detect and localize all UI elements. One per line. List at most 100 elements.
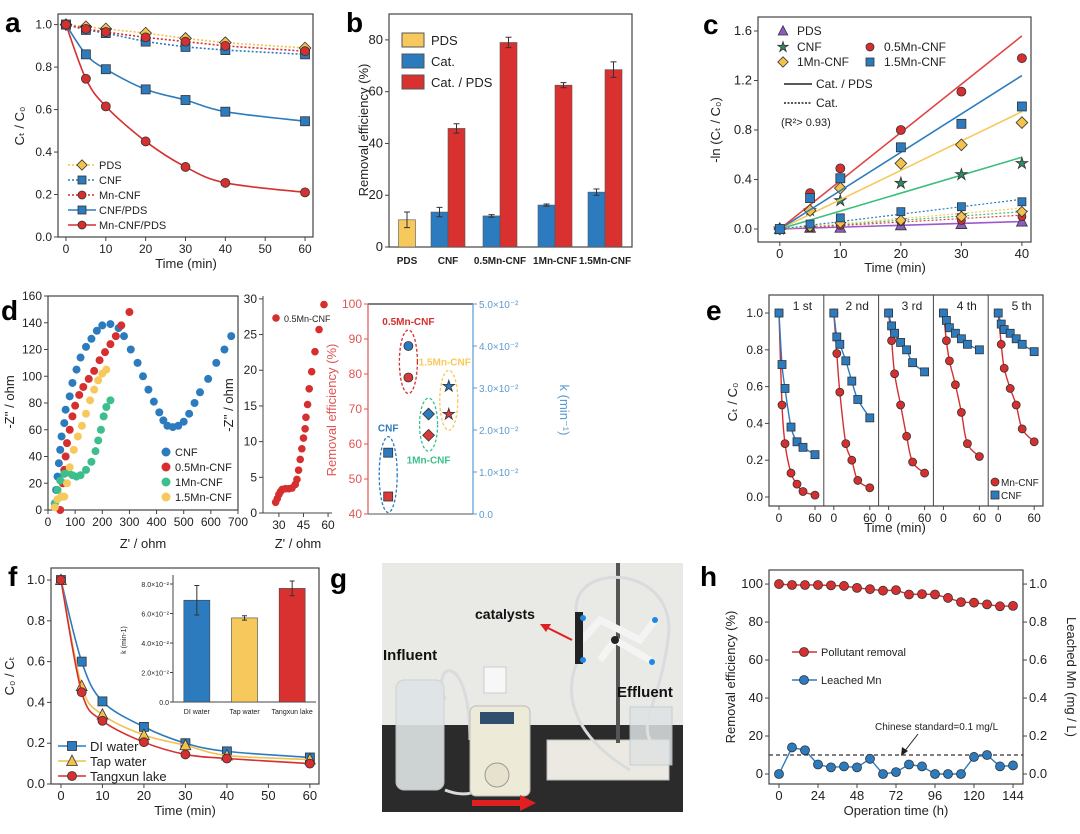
error-bar (543, 203, 550, 207)
data-point-pollutant-removal (930, 589, 940, 600)
panel-e-y-tick-label: 0.2 (746, 453, 763, 467)
data-point-cnf (835, 339, 845, 349)
data-point-1-5mn-cnf (77, 421, 86, 430)
panel-b-category-label: 1Mn-CNF (533, 256, 577, 267)
panel-h-x-tick-label: 24 (811, 788, 825, 803)
legend-marker-1-5mn-cnf (865, 57, 875, 67)
data-point-1-5mn-cnf (956, 118, 967, 129)
panel-a-y-tick-label: 0.4 (35, 145, 52, 159)
data-point-cnf (204, 374, 213, 383)
clamp-cap (652, 617, 658, 623)
panel-a-x-axis-label: Time (min) (155, 256, 217, 271)
data-point-cnf-pds (140, 84, 151, 95)
legend-marker-0-5mn-cnf (865, 42, 875, 52)
bar-cat-pds-0-5mn-cnf (499, 42, 518, 248)
panel-h-right-tick-label: 0.4 (1029, 690, 1047, 705)
data-point-leached-mn (904, 759, 914, 770)
data-point-mn-cnf (962, 439, 972, 449)
flow-arrow-head (520, 795, 536, 811)
panel-d-nyquist-y-tick-label: 140 (22, 316, 42, 330)
data-point-cnf-pds (100, 64, 111, 75)
panel-e-x-axis-label: Time (min) (864, 520, 926, 535)
data-point-cnf (847, 376, 857, 386)
inset-error-bar (194, 584, 200, 616)
legend-marker-cnf (77, 175, 87, 185)
legend-label: 1Mn-CNF (175, 477, 223, 489)
catalyst-column (575, 612, 583, 664)
data-point-0-5mn-cnf (111, 332, 120, 341)
panel-d-nyquist-x-tick-label: 400 (147, 515, 167, 529)
data-point-leached-mn (839, 761, 849, 772)
data-point-1mn-cnf (53, 485, 62, 494)
removal-point-1mn-cnf (422, 428, 435, 442)
panel-f-x-tick-label: 60 (303, 788, 317, 803)
data-point-cnf (126, 345, 135, 354)
data-point-mn-cnf (974, 452, 984, 461)
cat-data-point-1-5mn-cnf (805, 219, 815, 229)
panel-f-y-tick-label: 0.4 (27, 694, 45, 709)
panel-e-cycle-3-x-tick-label: 0 (885, 511, 892, 525)
inset-bar-tap-water (231, 617, 258, 703)
data-point-1-5mn-cnf (102, 365, 111, 374)
data-point-1mn-cnf (954, 138, 968, 152)
rate-constant-point-0-5mn-cnf (403, 341, 414, 351)
label-influent: Influent (383, 647, 437, 664)
data-point-mn-cnf (810, 490, 820, 500)
cat-data-point-1mn-cnf (955, 210, 968, 223)
legend-marker-1mn-cnf (777, 56, 789, 68)
panel-a-x-tick-label: 30 (179, 242, 193, 256)
data-point-pollutant-removal (787, 580, 797, 590)
legend-marker-mn-cnf (990, 477, 1000, 487)
data-point-cnf (76, 353, 85, 362)
data-point-tangxun-lake (97, 715, 108, 726)
cycle-label: 4 th (957, 299, 977, 313)
group-ellipse-cnf (378, 436, 398, 514)
panel-d-nyquist-x-tick-label: 500 (174, 515, 194, 529)
data-point-mn-cnf-pds (61, 19, 71, 30)
panel-e-y-tick-label: 0.6 (746, 380, 763, 394)
data-point-mn-cnf (945, 356, 954, 366)
panel-h-x-tick-label: 96 (928, 788, 942, 803)
panel-c-x-tick-label: 40 (1015, 246, 1029, 261)
fit-line-1-5mn-cnf (779, 74, 1023, 230)
legend-marker-1mn-cnf (161, 477, 171, 487)
legend-marker-pds (76, 159, 88, 171)
data-point-cnf (106, 320, 115, 329)
fit-line-1mn-cnf (779, 110, 1023, 230)
data-point-0-5mn-cnf (61, 452, 70, 461)
inset-category-label: Tap water (229, 709, 260, 716)
data-point-leached-mn (878, 769, 888, 779)
data-point-0-5mn-cnf (117, 321, 126, 330)
data-point-1-5mn-cnf (835, 173, 846, 184)
panel-d-nyquist-y-tick-label: 160 (22, 289, 42, 303)
data-point-mn-cnf (100, 27, 111, 37)
panel-d-zoom-x-tick-label: 30 (272, 518, 286, 532)
panel-d-corr-y-axis-label: Removal efficiency (%) (324, 344, 339, 477)
group-label-1-5mn-cnf: 1.5Mn-CNF (419, 357, 471, 368)
legend-marker-0-5mn-cnf (161, 462, 171, 472)
panel-h-x-tick-label: 48 (850, 788, 864, 803)
data-point-1-5mn-cnf (774, 224, 785, 234)
data-point-mn-cnf (80, 23, 91, 34)
data-point-cnf (829, 308, 839, 318)
legend-marker-cnf (161, 447, 171, 457)
data-point-mn-cnf (890, 369, 900, 379)
group-ellipse-1-5mn-cnf (439, 369, 459, 431)
data-point-mn-cnf (220, 40, 231, 51)
data-point-cnf (98, 321, 107, 330)
data-point-cnf-pds (220, 106, 231, 117)
panel-label-b: b (346, 7, 363, 38)
data-point-1mn-cnf (833, 181, 847, 195)
data-point-1mn-cnf (56, 476, 65, 485)
data-point-cnf (841, 356, 851, 366)
panel-b-y-tick-label: 40 (369, 135, 383, 150)
data-point-leached-mn (813, 759, 823, 770)
data-point-cnf (120, 332, 128, 341)
panel-d-corr-right-tick-label: 1.0×10⁻² (479, 468, 519, 479)
clamp-cap (580, 615, 586, 621)
panel-c-y-tick-label: 1.2 (734, 72, 752, 87)
panel-f-x-tick-label: 30 (178, 788, 192, 803)
data-point-0-5mn-cnf (75, 390, 84, 399)
data-point-mn-cnf (847, 455, 857, 465)
